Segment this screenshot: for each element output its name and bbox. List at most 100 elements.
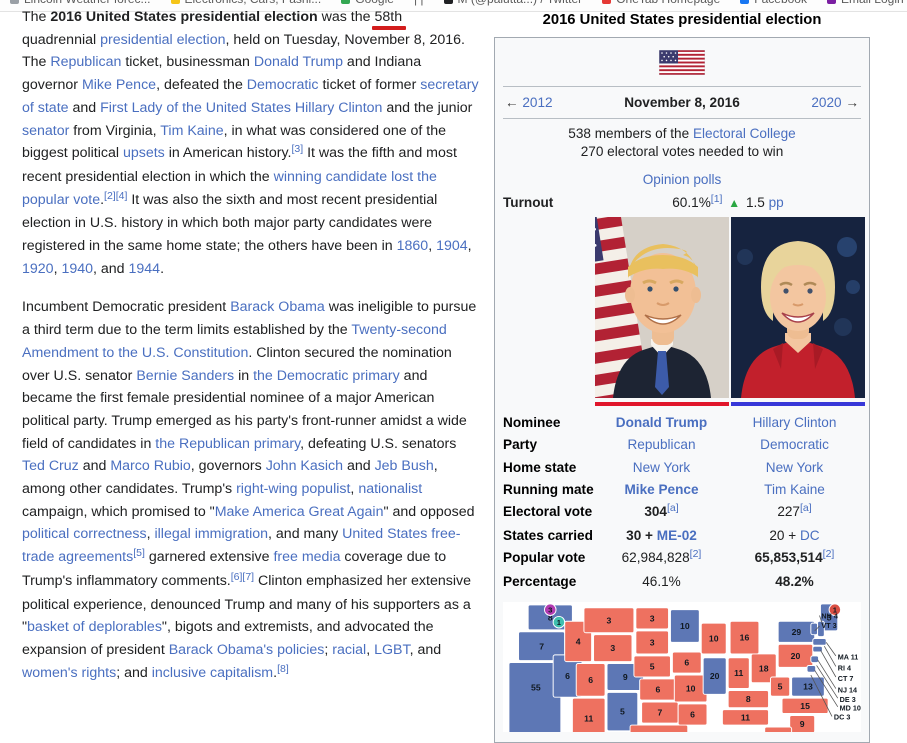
text-run: , defeated the [156,77,247,94]
trump-portrait-image[interactable] [595,216,729,398]
map-split-vote-circle [552,616,566,629]
wiki-link[interactable]: Bernie Sanders [136,367,235,384]
wiki-link[interactable]: Barack Obama [230,299,325,316]
prev-election-link[interactable]: ← 2012 [505,95,594,110]
wiki-link[interactable]: Mike Pence [624,482,699,498]
wiki-link[interactable]: Republican [50,54,122,71]
wiki-link[interactable]: Donald Trump [253,54,343,71]
trump-party-color-bar [595,401,729,406]
citation-ref[interactable]: [8] [277,662,289,675]
wiki-link[interactable]: Democratic [246,77,319,94]
bookmark-item[interactable]: Facebook [740,0,807,6]
citation-ref[interactable]: [2] [822,548,835,561]
citation-ref[interactable]: [6][7] [230,570,255,583]
bookmark-item[interactable]: Electronics, Cars, Fashi... [170,0,321,6]
bookmark-item[interactable]: | | [414,0,424,6]
wiki-link[interactable]: basket of deplorables [27,619,162,636]
wiki-link[interactable]: the Republican primary [155,435,301,452]
wiki-link[interactable]: senator [22,122,70,139]
wiki-link[interactable]: the Democratic primary [253,367,400,384]
wiki-link[interactable]: John Kasich [265,458,343,475]
wiki-link[interactable]: nationalist [358,481,423,498]
map-state-ev: 20 [791,651,801,661]
wiki-link[interactable]: Donald Trump [615,414,708,430]
us-flag-image [658,49,706,76]
map-state-ev: 6 [588,675,593,685]
citation-ref[interactable]: [a] [800,502,812,515]
infobox-box: ← 2012 November 8, 2016 2020 → 538 membe… [494,37,870,743]
wiki-link[interactable]: Tim Kaine [764,482,825,498]
wiki-link[interactable]: Republican [627,437,696,453]
wiki-link[interactable]: 1860 [396,238,429,255]
wiki-link[interactable]: racial [332,641,367,658]
wiki-link[interactable]: New York [632,459,691,475]
wiki-link[interactable]: 1944 [128,260,161,277]
opinion-polls-link[interactable]: Opinion polls [642,171,722,187]
bookmark-item[interactable]: Email Login Page [826,0,907,6]
wiki-link[interactable]: women's rights [22,664,117,681]
wiki-link[interactable]: LGBT [374,641,410,658]
map-callout-line [819,615,824,628]
wiki-link[interactable]: Twenty-second Amendment to the U.S. Cons… [22,322,447,361]
text-run: and [343,458,375,475]
wiki-link[interactable]: ME-02 [656,527,697,543]
wiki-link[interactable]: First Lady of the United States [100,99,291,116]
wiki-link[interactable]: Jeb Bush [374,458,434,475]
wiki-link[interactable]: 1904 [436,238,468,255]
bookmark-item[interactable]: M (@palutta...) / Twitter [443,0,583,6]
wiki-link[interactable]: Marco Rubio [110,458,191,475]
wiki-link[interactable]: political correctness [22,526,147,543]
bookmark-item[interactable]: Lincoln Weather forec... [10,0,151,6]
wiki-link[interactable]: Democratic [760,437,829,453]
wiki-link[interactable]: inclusive capitalism [151,664,274,681]
bookmark-label: M (@palutta...) / Twitter [458,0,583,6]
wiki-link[interactable]: upsets [122,145,165,162]
row-label: Running mate [503,482,594,498]
wiki-link[interactable]: DC [799,527,820,543]
map-callout-label: VT 3 [821,621,836,630]
bold-text: 65,853,514 [754,550,823,566]
clinton-portrait-image[interactable] [731,216,865,398]
wiki-link[interactable]: Barack Obama's policies [168,641,325,658]
wiki-link[interactable]: Hillary Clinton [752,414,837,430]
citation-ref[interactable]: [a] [667,502,679,515]
wiki-link[interactable]: New York [765,459,824,475]
map-circle-ev: 3 [548,605,552,614]
electoral-map-image[interactable]: 8755643369115335673810610610201611188112… [503,602,861,733]
text-run: , governors [190,458,266,475]
bookmark-item[interactable]: OneTab Homepage [602,0,720,6]
pp-link[interactable]: pp [768,194,784,210]
citation-ref[interactable]: [2][4] [104,189,128,202]
wiki-link[interactable]: free media [273,549,341,566]
text-run: , and [93,260,129,277]
bold-text: 2016 United States presidential election [50,9,318,25]
citation-ref[interactable]: [1] [710,192,723,205]
wiki-link[interactable]: illegal immigration [154,526,269,543]
text-run: ticket, businessman [121,54,254,71]
wiki-link[interactable]: winning candidate lost the popular vote [22,168,437,208]
wiki-link[interactable]: 1920 [22,260,54,277]
wiki-link[interactable]: Hillary Clinton [294,99,383,116]
wiki-link[interactable]: right-wing populist [236,481,351,498]
wiki-link[interactable]: Tim Kaine [160,122,224,139]
wiki-link[interactable]: Electoral College [692,126,796,141]
prev-election-year[interactable]: 2012 [522,95,553,110]
wiki-link[interactable]: Make America Great Again [214,503,384,520]
map-state-IA [671,651,702,674]
wiki-link[interactable]: United States free-trade agreements [22,526,461,566]
next-election-year[interactable]: 2020 [811,95,842,110]
text-run: ; and [116,664,152,681]
map-state-WY [593,634,633,663]
wiki-link[interactable]: Ted Cruz [22,458,79,475]
wiki-link[interactable]: Mike Pence [81,77,157,94]
next-election-link[interactable]: 2020 → [771,95,859,110]
citation-ref[interactable]: [3] [291,143,304,156]
wiki-link[interactable]: presidential election [100,31,226,48]
wiki-link[interactable]: 1940 [61,260,94,277]
citation-ref[interactable]: [2] [689,548,702,561]
wiki-link[interactable]: secretary of state [22,77,479,116]
bookmark-item[interactable]: Google [341,0,394,6]
text-run: , held on Tuesday, November 8, 2016. The [22,31,465,71]
citation-ref[interactable]: [5] [133,547,145,560]
text-run: " and opposed [383,503,475,520]
